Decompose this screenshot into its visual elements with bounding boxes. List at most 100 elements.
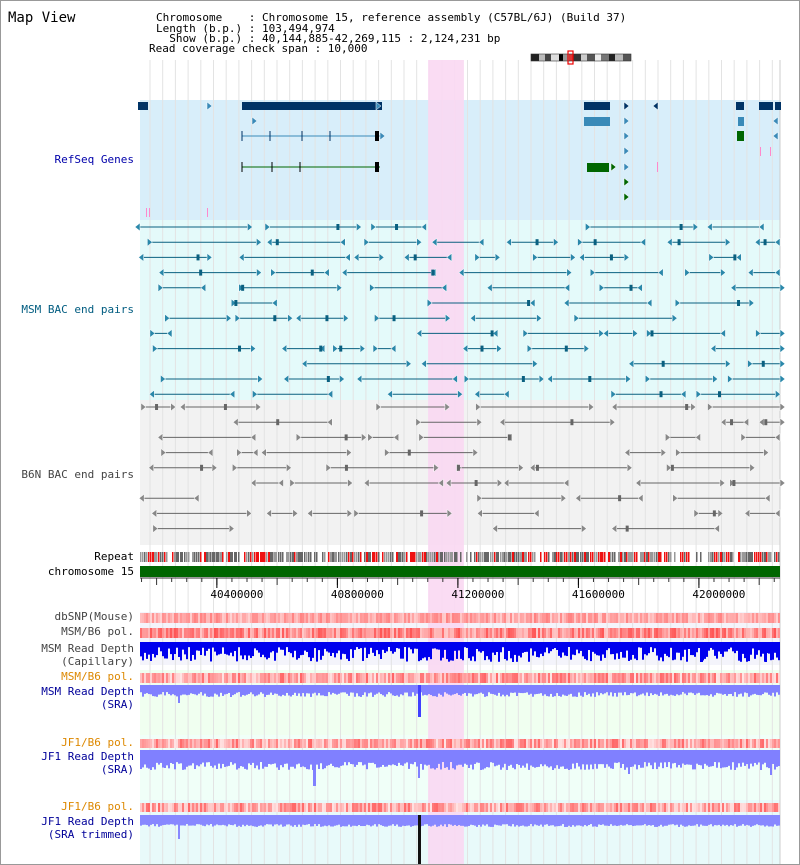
read-depth-bar [452,642,454,661]
read-depth-bar [762,750,764,765]
gene-block [584,117,610,126]
polymorphism-cell [156,803,158,812]
polymorphism-cell [428,613,430,623]
read-depth-bar [188,815,190,826]
polymorphism-cell [738,628,740,638]
polymorphism-cell [634,613,636,623]
polymorphism-cell [446,673,448,683]
read-depth-bar [234,685,236,695]
read-depth-bar [512,815,514,825]
read-depth-bar [522,815,524,826]
arrow-icon [232,463,238,473]
read-depth-bar [364,815,366,827]
read-depth-bar [582,815,584,827]
polymorphism-cell [366,613,368,623]
polymorphism-cell [394,673,396,683]
read-depth-bar [720,642,722,654]
repeat-segment [572,552,574,562]
b6n-bac-label[interactable]: B6N BAC end pairs [21,468,134,481]
read-depth-bar [438,750,440,764]
read-depth-bar [276,750,278,768]
polymorphism-cell [760,803,762,812]
read-depth-bar [450,815,452,825]
arrow-icon [497,478,503,488]
polymorphism-cell [316,628,318,638]
read-depth-bar [180,685,182,696]
polymorphism-cell [460,628,462,638]
polymorphism-cell [630,803,632,812]
polymorphism-cell [696,739,698,748]
read-depth-bar [556,750,558,766]
polymorphism-cell [602,613,604,623]
polymorphism-cell [414,739,416,748]
repeat-segment [292,552,295,562]
polymorphism-cell [736,803,738,812]
polymorphism-cell [686,673,688,683]
read-depth-bar [678,642,680,653]
ideogram-band [615,54,623,61]
polymorphism-cell [418,628,420,638]
repeat-segment [756,552,758,562]
polymorphism-cell [380,803,382,812]
read-depth-bar [516,750,518,765]
polymorphism-cell [412,613,414,623]
arrow-icon [503,478,510,488]
polymorphism-cell [166,628,168,638]
polymorphism-cell [188,673,190,683]
repeat-segment [492,552,494,562]
read-depth-bar [608,685,610,696]
read-depth-bar [750,642,752,655]
polymorphism-cell [674,628,676,638]
refseq-genes-label[interactable]: RefSeq Genes [54,153,134,166]
polymorphism-cell [606,628,608,638]
read-depth-bar [744,642,746,659]
bac-end-mark [420,510,424,517]
msm-b6-pol-sra-label: MSM/B6 pol. [61,670,134,683]
read-depth-bar [300,750,302,768]
polymorphism-cell [434,628,436,638]
read-depth-bar [768,815,770,827]
polymorphism-cell [304,739,306,748]
polymorphism-cell [360,803,362,812]
polymorphism-cell [436,613,438,623]
read-depth-bar [174,685,176,696]
polymorphism-cell [156,739,158,748]
arrow-icon [526,344,533,354]
repeat-segment [322,552,324,562]
polymorphism-cell [140,739,142,748]
bac-end-mark [685,404,689,410]
polymorphism-cell [776,673,778,683]
bac-end-mark [196,254,200,261]
arrow-icon [138,252,144,262]
read-depth-bar [432,642,434,649]
read-depth-bar [310,642,312,662]
arrow-icon [255,402,262,412]
polymorphism-cell [454,628,456,638]
polymorphism-cell [168,739,170,748]
read-depth-bar [206,815,208,825]
read-depth-bar [524,685,526,693]
read-depth-bar [422,642,424,659]
read-depth-bar [238,750,240,769]
repeat-segment [352,552,354,562]
read-depth-bar [200,642,202,655]
polymorphism-cell [710,803,712,812]
read-depth-bar [528,685,530,695]
msm-bac-label[interactable]: MSM BAC end pairs [21,303,134,316]
repeat-segment [712,552,714,562]
read-depth-bar [290,750,292,767]
polymorphism-cell [676,613,678,623]
read-depth-bar [334,815,336,826]
polymorphism-cell [270,613,272,623]
polymorphism-cell [328,803,330,812]
polymorphism-cell [708,803,710,812]
polymorphism-cell [542,673,544,683]
polymorphism-cell [330,613,332,623]
bac-end-mark [339,345,343,352]
read-depth-bar [578,642,580,654]
read-depth-bar [174,750,176,770]
repeat-segment [480,552,482,562]
repeat-segment [460,552,462,562]
polymorphism-cell [662,739,664,748]
